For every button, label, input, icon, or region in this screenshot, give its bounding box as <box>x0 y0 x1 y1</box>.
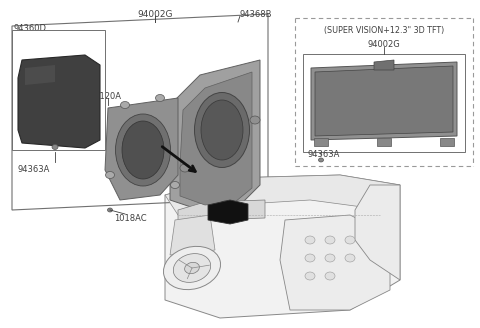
Ellipse shape <box>120 101 130 109</box>
Polygon shape <box>208 200 248 224</box>
Text: (SUPER VISION+12.3" 3D TFT): (SUPER VISION+12.3" 3D TFT) <box>324 26 444 35</box>
Ellipse shape <box>170 181 180 189</box>
Text: 94368B: 94368B <box>240 10 273 19</box>
Ellipse shape <box>305 254 315 262</box>
Ellipse shape <box>345 254 355 262</box>
Ellipse shape <box>220 201 230 209</box>
Ellipse shape <box>156 94 165 101</box>
Polygon shape <box>170 215 215 255</box>
Ellipse shape <box>325 254 335 262</box>
Text: 94363A: 94363A <box>307 150 339 159</box>
Polygon shape <box>374 60 394 70</box>
Text: 94120A: 94120A <box>90 92 122 101</box>
Ellipse shape <box>325 272 335 280</box>
Ellipse shape <box>164 246 220 290</box>
Ellipse shape <box>52 145 58 150</box>
Polygon shape <box>25 65 55 85</box>
Polygon shape <box>105 98 178 200</box>
Text: 1018AC: 1018AC <box>114 214 146 223</box>
Bar <box>303 54 465 152</box>
Ellipse shape <box>185 262 199 274</box>
Polygon shape <box>178 200 265 228</box>
Ellipse shape <box>116 114 170 186</box>
Text: 94002G: 94002G <box>368 40 400 49</box>
Polygon shape <box>180 72 252 205</box>
Ellipse shape <box>305 236 315 244</box>
Ellipse shape <box>345 236 355 244</box>
Ellipse shape <box>325 236 335 244</box>
Polygon shape <box>280 215 390 310</box>
Polygon shape <box>314 138 328 146</box>
Text: 94002G: 94002G <box>137 10 173 19</box>
Polygon shape <box>377 138 391 146</box>
Polygon shape <box>165 175 400 215</box>
Polygon shape <box>311 62 457 140</box>
Ellipse shape <box>194 92 250 168</box>
Ellipse shape <box>106 172 115 178</box>
Polygon shape <box>315 66 453 136</box>
Ellipse shape <box>319 158 324 162</box>
Polygon shape <box>355 185 400 280</box>
Ellipse shape <box>173 254 211 282</box>
Ellipse shape <box>180 164 190 172</box>
Ellipse shape <box>305 272 315 280</box>
Polygon shape <box>18 55 100 148</box>
Text: 94360D: 94360D <box>14 24 47 33</box>
Ellipse shape <box>122 121 164 179</box>
Text: 94363A: 94363A <box>18 165 50 174</box>
Ellipse shape <box>250 116 260 124</box>
Polygon shape <box>440 138 454 146</box>
Polygon shape <box>165 175 400 318</box>
Ellipse shape <box>201 100 243 160</box>
Polygon shape <box>170 60 260 210</box>
Ellipse shape <box>108 208 112 212</box>
